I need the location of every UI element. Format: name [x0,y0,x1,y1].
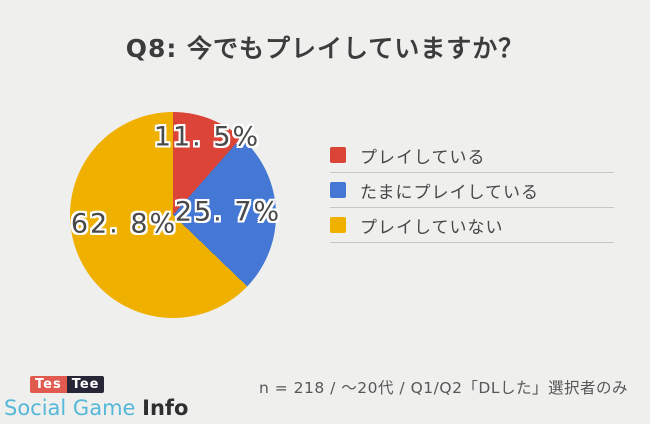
social-game-info-logo-bold: Info [142,396,189,420]
pie-chart [70,112,276,318]
pie-slice-label-not-playing: 62. 8% [70,208,178,240]
testee-logo-left: Tes [30,376,67,393]
pie-slice-label-playing: 11. 5% [153,121,261,153]
social-game-info-logo-light: Social Game [4,396,143,420]
legend-label-not-playing: プレイしていない [360,217,504,238]
legend-item-playing: プレイしている [330,138,614,173]
testee-logo-right: Tee [66,376,105,393]
sample-size-note: n = 218 / ～20代 / Q1/Q2「DLした」選択者のみ [258,379,628,397]
legend-swatch-playing [330,147,346,163]
chart-title: Q8: 今でもプレイしていますか？ [125,34,525,63]
legend-label-playing: プレイしている [360,147,486,168]
legend-item-sometimes: たまにプレイしている [330,173,614,208]
legend-swatch-sometimes [330,182,346,198]
legend: プレイしている たまにプレイしている プレイしていない [330,138,614,243]
legend-label-sometimes: たまにプレイしている [360,182,539,203]
testee-logo: Tes Tee [30,376,105,393]
legend-swatch-not-playing [330,217,346,233]
legend-item-not-playing: プレイしていない [330,208,614,243]
pie-slice-label-sometimes: 25. 7% [174,196,282,228]
social-game-info-logo: Social Game Info [4,396,188,420]
